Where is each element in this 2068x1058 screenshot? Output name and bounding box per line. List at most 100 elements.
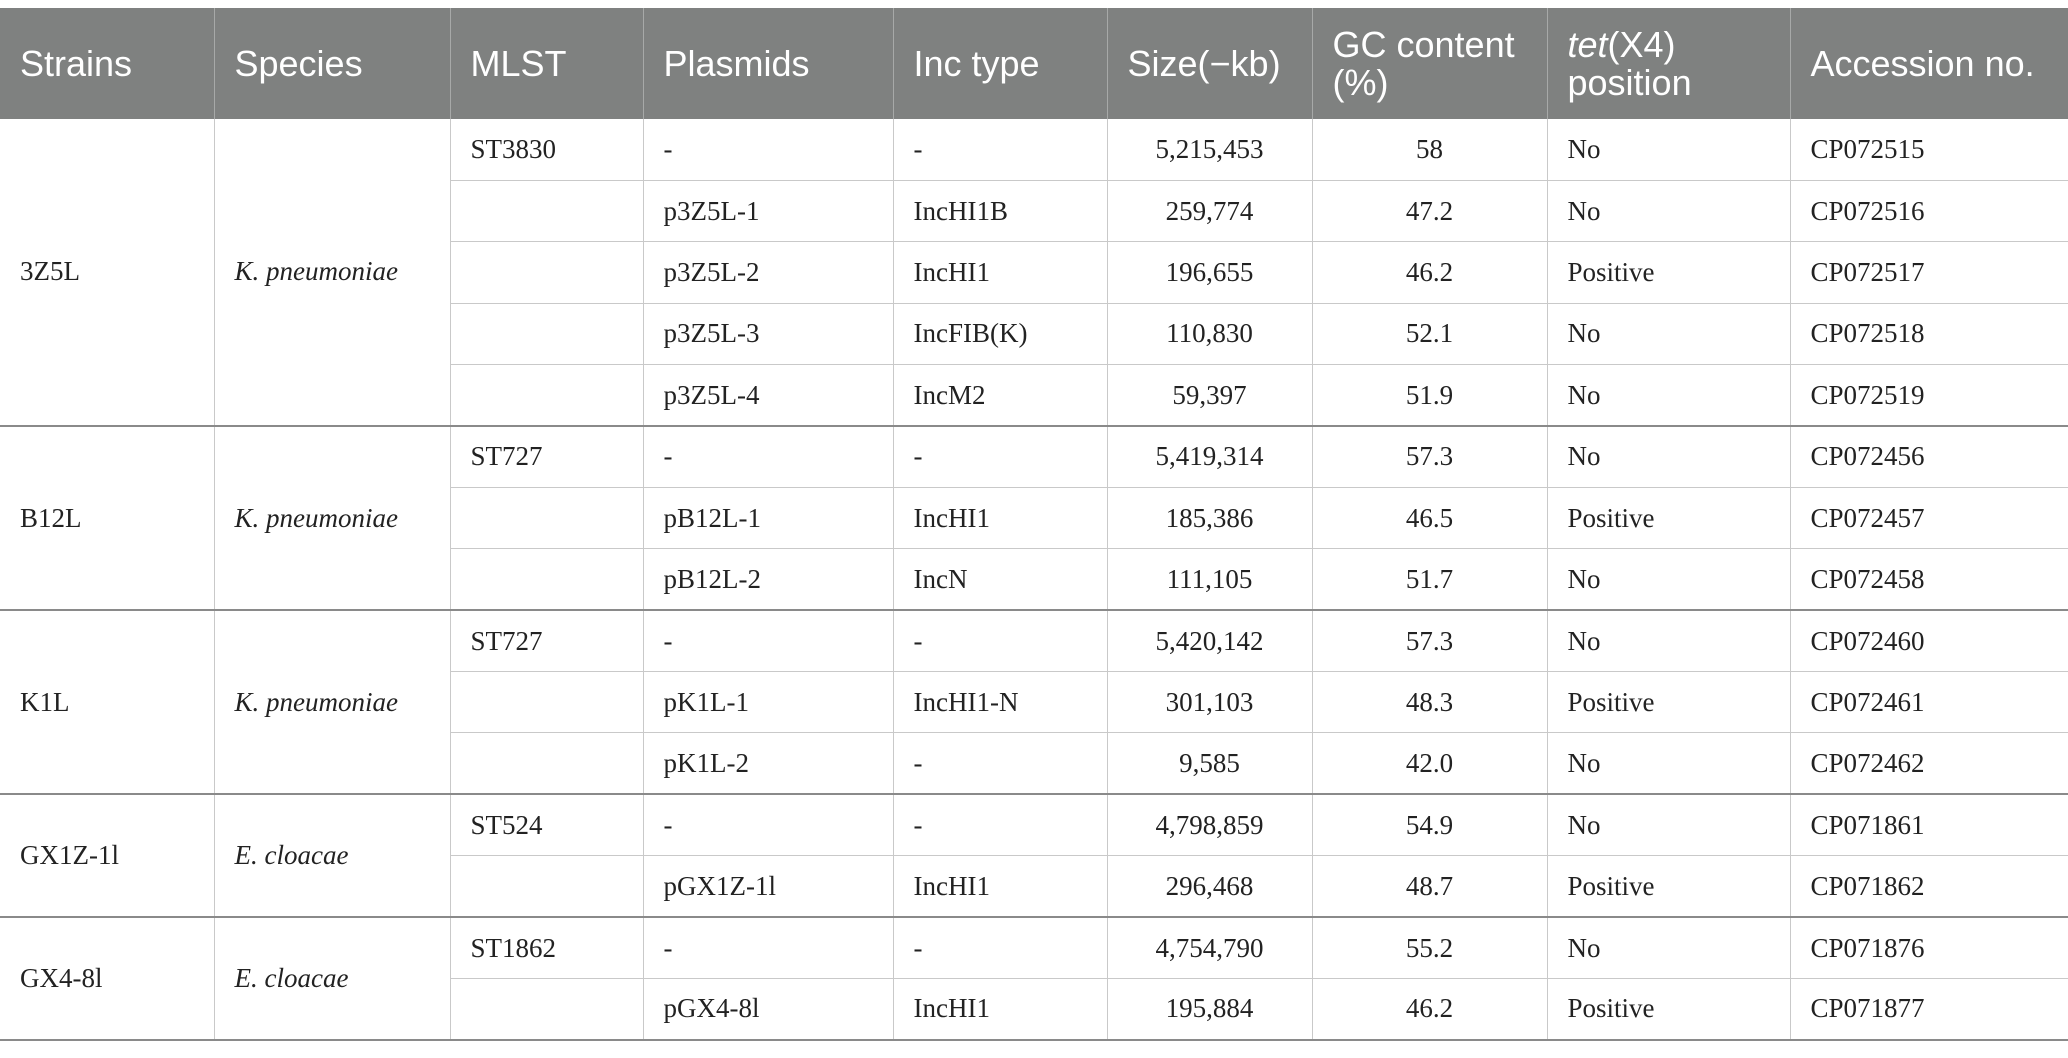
gc-content-cell: 42.0 xyxy=(1312,732,1548,796)
size-cell: 111,105 xyxy=(1107,548,1313,612)
header-strains: Strains xyxy=(0,8,215,119)
plasmid-cell: pK1L-2 xyxy=(643,732,894,796)
header-accession: Accession no. xyxy=(1790,8,2068,119)
inc-type-cell: - xyxy=(893,917,1108,979)
tet-position-cell: Positive xyxy=(1547,978,1791,1041)
gc-content-cell: 46.5 xyxy=(1312,487,1548,550)
accession-cell: CP072517 xyxy=(1790,241,2068,304)
plasmid-cell: - xyxy=(643,610,894,673)
header-size: Size(−kb) xyxy=(1107,8,1313,119)
gc-content-cell: 46.2 xyxy=(1312,978,1548,1041)
size-cell: 4,754,790 xyxy=(1107,917,1313,979)
size-cell: 301,103 xyxy=(1107,671,1313,734)
plasmid-cell: p3Z5L-3 xyxy=(643,303,894,366)
size-cell: 296,468 xyxy=(1107,855,1313,919)
gc-content-cell: 58 xyxy=(1312,119,1548,181)
accession-cell: CP072460 xyxy=(1790,610,2068,673)
tet-position-cell: No xyxy=(1547,917,1791,979)
inc-type-cell: IncHI1-N xyxy=(893,671,1108,734)
inc-type-cell: IncHI1B xyxy=(893,180,1108,243)
header-species: Species xyxy=(214,8,451,119)
table-header-row: Strains Species MLST Plasmids Inc type S… xyxy=(0,8,2068,119)
table-row: pK1L-2-9,585 42.0 No CP072462 xyxy=(0,732,2068,796)
strain-cell: K1L xyxy=(0,610,215,796)
inc-type-cell: - xyxy=(893,119,1108,181)
accession-cell: CP072518 xyxy=(1790,303,2068,366)
mlst-cell: ST727 xyxy=(450,425,644,488)
table-row: pGX1Z-1l IncHI1 296,468 48.7 Positive CP07186… xyxy=(0,855,2068,919)
plasmid-cell: - xyxy=(643,794,894,857)
species-cell: K. pneumoniae xyxy=(214,610,451,796)
tet-position-cell: Positive xyxy=(1547,241,1791,304)
header-mlst: MLST xyxy=(450,8,644,119)
plasmid-cell: - xyxy=(643,917,894,979)
header-tet-gene: tet xyxy=(1567,23,1608,65)
plasmid-cell: pK1L-1 xyxy=(643,671,894,734)
gc-content-cell: 46.2 xyxy=(1312,241,1548,304)
size-cell: 4,798,859 xyxy=(1107,794,1313,857)
accession-cell: CP072462 xyxy=(1790,732,2068,796)
accession-cell: CP072458 xyxy=(1790,548,2068,612)
inc-type-cell: IncHI1 xyxy=(893,855,1108,919)
accession-cell: CP071862 xyxy=(1790,855,2068,919)
table-row: K1L K. pneumoniae ST727- -5,420,142 57.3 No CP… xyxy=(0,610,2068,796)
plasmid-cell: p3Z5L-2 xyxy=(643,241,894,304)
tet-position-cell: No xyxy=(1547,364,1791,427)
gc-content-cell: 48.3 xyxy=(1312,671,1548,734)
plasmid-cell: - xyxy=(643,425,894,488)
size-cell: 185,386 xyxy=(1107,487,1313,550)
table-row: pK1L-1 IncHI1-N 301,103 48.3 Positive CP07246… xyxy=(0,671,2068,734)
table-body: 3Z5L K. pneumoniae ST3830- -5,215,453 58 No CP… xyxy=(0,119,2068,1041)
header-inc-type: Inc type xyxy=(893,8,1108,119)
inc-type-cell: IncHI1 xyxy=(893,241,1108,304)
strain-cell: 3Z5L xyxy=(0,119,215,427)
size-cell: 196,655 xyxy=(1107,241,1313,304)
gc-content-cell: 55.2 xyxy=(1312,917,1548,979)
plasmid-cell: - xyxy=(643,119,894,181)
tet-position-cell: No xyxy=(1547,794,1791,857)
accession-cell: CP071877 xyxy=(1790,978,2068,1041)
size-cell: 195,884 xyxy=(1107,978,1313,1041)
size-cell: 5,419,314 xyxy=(1107,425,1313,488)
size-cell: 110,830 xyxy=(1107,303,1313,366)
table-row: GX1Z-1l E. cloacae ST524- -4,798,859 54.9 No C… xyxy=(0,794,2068,919)
size-cell: 59,397 xyxy=(1107,364,1313,427)
tet-position-cell: Positive xyxy=(1547,855,1791,919)
tet-position-cell: No xyxy=(1547,610,1791,673)
inc-type-cell: - xyxy=(893,610,1108,673)
mlst-cell xyxy=(450,487,644,550)
inc-type-cell: - xyxy=(893,425,1108,488)
table-row: B12L K. pneumoniae ST727- -5,419,314 57.3 No C… xyxy=(0,425,2068,612)
accession-cell: CP071861 xyxy=(1790,794,2068,857)
mlst-cell: ST727 xyxy=(450,610,644,673)
mlst-cell xyxy=(450,671,644,734)
mlst-cell xyxy=(450,548,644,612)
tet-position-cell: Positive xyxy=(1547,671,1791,734)
table-row: pB12L-1 IncHI1 185,386 46.5 Positive CP072457 xyxy=(0,487,2068,550)
gc-content-cell: 57.3 xyxy=(1312,610,1548,673)
size-cell: 5,215,453 xyxy=(1107,119,1313,181)
table-row: p3Z5L-4 IncM2 59,397 51.9 No CP072519 xyxy=(0,364,2068,427)
species-cell: E. cloacae xyxy=(214,917,451,1041)
tet-position-cell: Positive xyxy=(1547,487,1791,550)
accession-cell: CP072516 xyxy=(1790,180,2068,243)
table-row: pGX4-8l IncHI1 195,884 46.2 Positive CP071877 xyxy=(0,978,2068,1041)
species-cell: K. pneumoniae xyxy=(214,425,451,612)
header-plasmids: Plasmids xyxy=(643,8,894,119)
inc-type-cell: IncN xyxy=(893,548,1108,612)
mlst-cell xyxy=(450,978,644,1041)
gc-content-cell: 51.7 xyxy=(1312,548,1548,612)
gc-content-cell: 57.3 xyxy=(1312,425,1548,488)
inc-type-cell: IncHI1 xyxy=(893,978,1108,1041)
inc-type-cell: - xyxy=(893,794,1108,857)
mlst-cell: ST524 xyxy=(450,794,644,857)
tet-position-cell: No xyxy=(1547,732,1791,796)
tet-position-cell: No xyxy=(1547,303,1791,366)
accession-cell: CP072519 xyxy=(1790,364,2068,427)
inc-type-cell: - xyxy=(893,732,1108,796)
tet-position-cell: No xyxy=(1547,119,1791,181)
strain-cell: GX1Z-1l xyxy=(0,794,215,919)
plasmid-cell: pGX4-8l xyxy=(643,978,894,1041)
accession-cell: CP072457 xyxy=(1790,487,2068,550)
table-row: GX4-8l E. cloacae ST1862- -4,754,790 55.2 No C… xyxy=(0,917,2068,1041)
